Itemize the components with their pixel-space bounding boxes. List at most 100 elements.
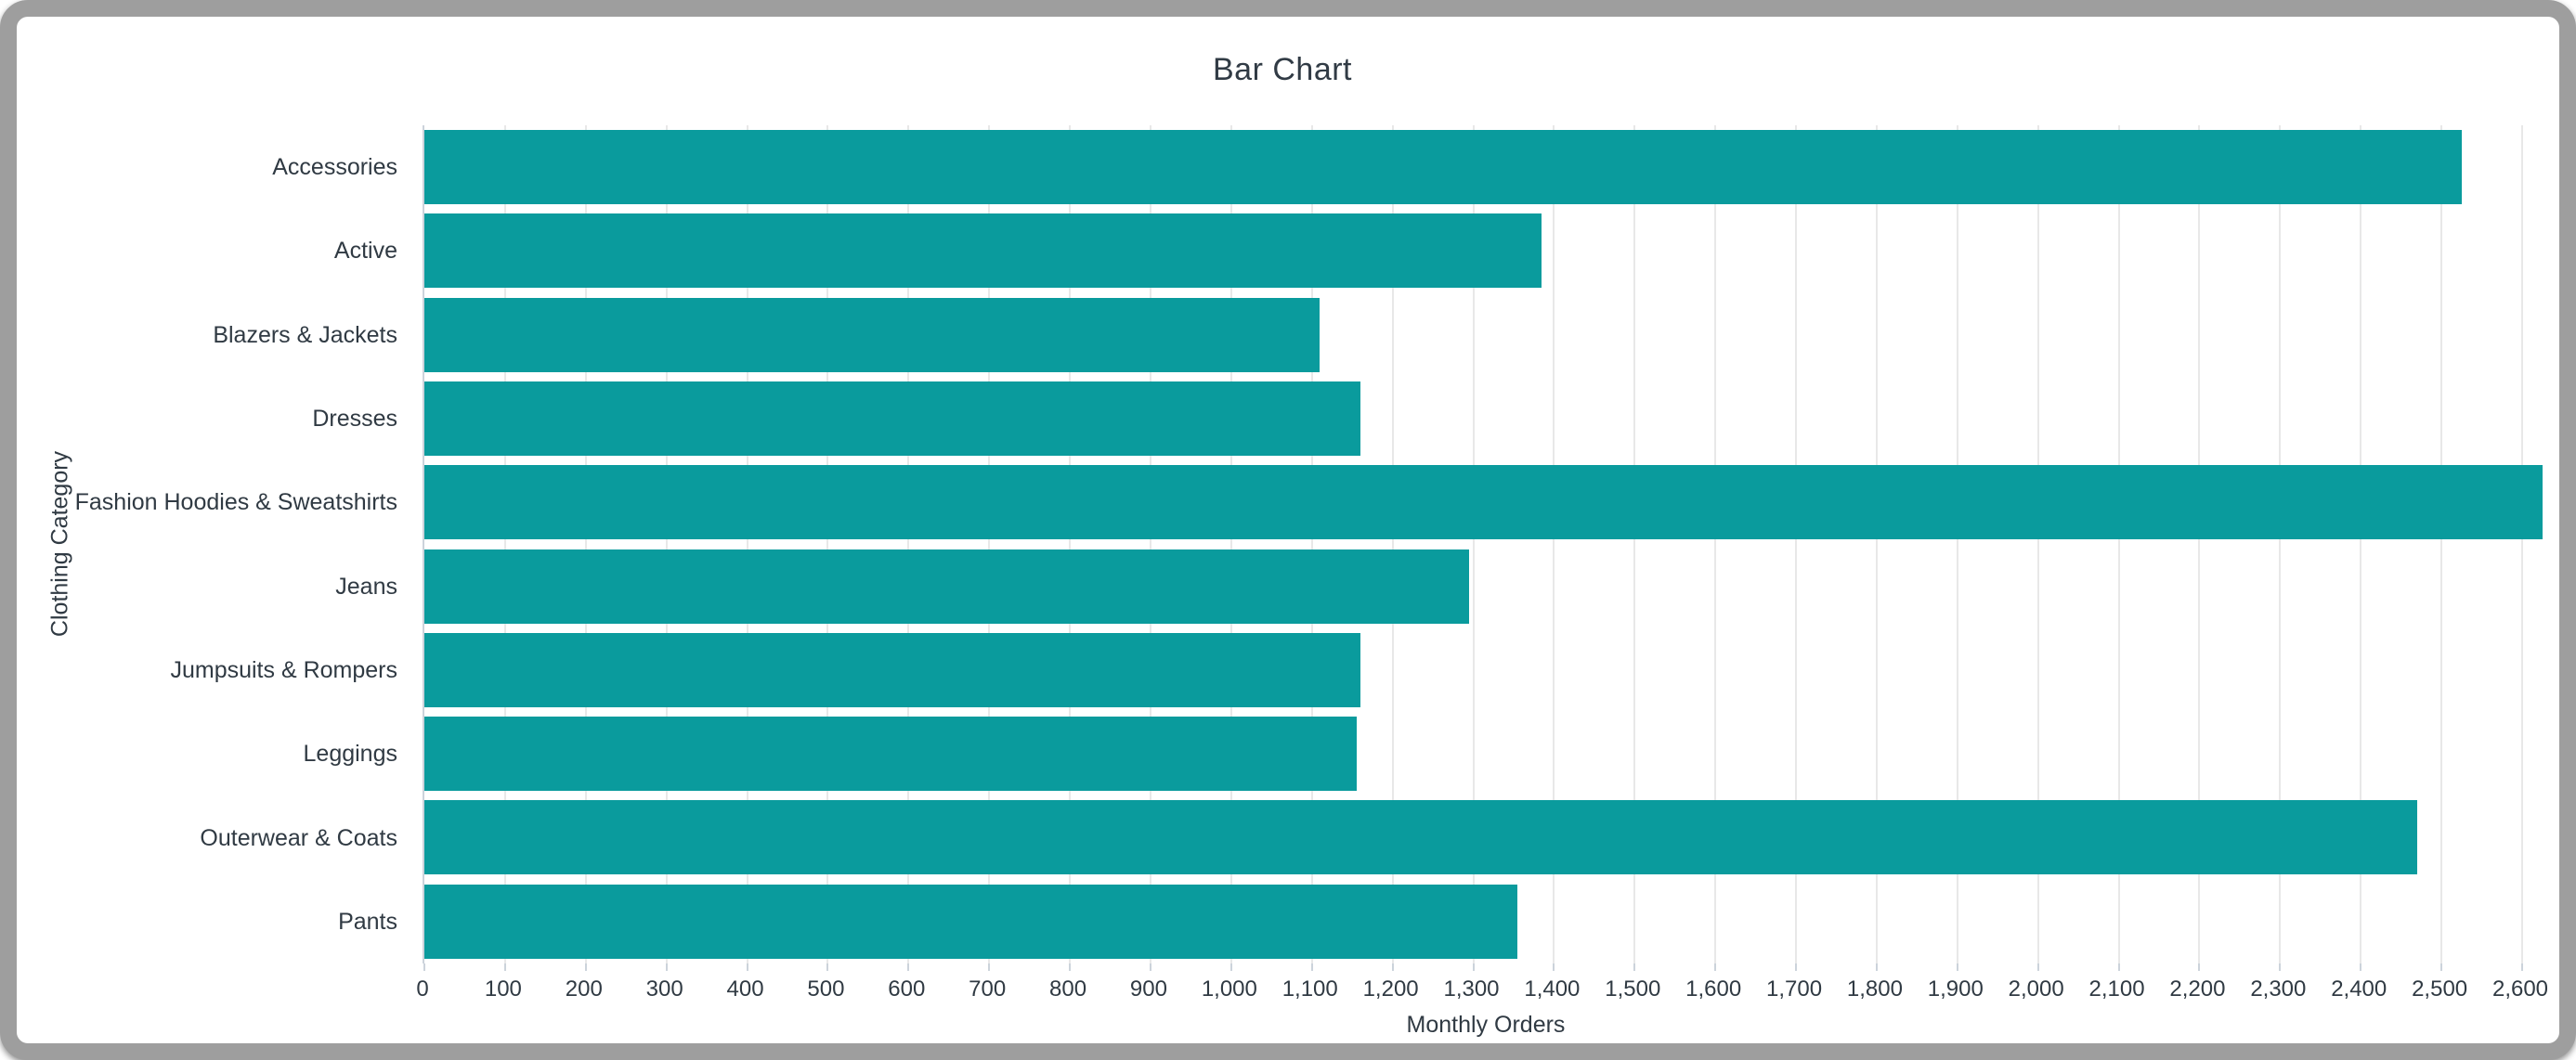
x-tick: [2279, 963, 2282, 971]
x-tick-label: 700: [969, 976, 1007, 1002]
x-gridline: [1069, 125, 1072, 963]
x-gridline: [1795, 125, 1798, 963]
x-gridline: [1956, 125, 1958, 963]
x-tick: [1391, 963, 1394, 971]
category-label: Pants: [338, 908, 397, 935]
x-tick-label: 2,300: [2250, 976, 2307, 1002]
x-tick: [2360, 963, 2362, 971]
x-gridline: [1229, 125, 1232, 963]
x-gridline: [665, 125, 668, 963]
x-tick-label: 200: [565, 976, 603, 1002]
x-tick: [1875, 963, 1878, 971]
x-gridline: [1310, 125, 1313, 963]
x-gridline: [2440, 125, 2443, 963]
x-tick: [2117, 963, 2120, 971]
x-tick-label: 1,500: [1605, 976, 1661, 1002]
category-label: Dresses: [312, 406, 397, 433]
x-axis-tick-labels: 0 100 200 300 400 500 600 700 800 900 1,000 1,100 1,…: [416, 976, 2549, 1004]
x-tick: [746, 963, 748, 971]
x-gridline: [1875, 125, 1878, 963]
x-tick-label: 2,500: [2412, 976, 2468, 1002]
x-tick-label: 100: [484, 976, 522, 1002]
bar-leggings: [424, 717, 1357, 792]
x-gridline: [1149, 125, 1151, 963]
x-tick: [2440, 963, 2443, 971]
x-gridline: [1472, 125, 1475, 963]
x-tick: [1956, 963, 1958, 971]
bar-blazers-jackets: [424, 297, 1321, 372]
x-tick: [423, 963, 425, 971]
category-label: Fashion Hoodies & Sweatshirts: [74, 489, 397, 516]
category-label: Blazers & Jackets: [213, 321, 397, 348]
x-tick-label: 1,600: [1685, 976, 1742, 1002]
x-tick: [503, 963, 506, 971]
x-tick-label: 300: [645, 976, 683, 1002]
x-tick-label: 1,200: [1362, 976, 1419, 1002]
bar-pants: [424, 884, 1518, 959]
bar-accessories: [424, 130, 2462, 204]
x-gridline: [1633, 125, 1636, 963]
y-axis-title: Clothing Category: [46, 450, 73, 638]
x-gridline: [2279, 125, 2282, 963]
x-tick: [826, 963, 829, 971]
x-tick-label: 2,000: [2008, 976, 2064, 1002]
x-tick: [584, 963, 587, 971]
x-gridline: [1391, 125, 1394, 963]
x-gridline: [988, 125, 991, 963]
category-label: Jumpsuits & Rompers: [170, 656, 397, 683]
x-gridline: [746, 125, 748, 963]
x-tick: [2198, 963, 2201, 971]
plot-area: [423, 125, 2551, 971]
bar-jeans: [424, 549, 1470, 624]
x-tick: [1795, 963, 1798, 971]
x-gridline: [2521, 125, 2523, 963]
x-tick-label: 1,400: [1524, 976, 1581, 1002]
x-gridline: [1553, 125, 1555, 963]
x-tick: [1310, 963, 1313, 971]
x-tick-label: 1,000: [1201, 976, 1257, 1002]
x-tick: [988, 963, 991, 971]
x-tick-label: 2,600: [2491, 976, 2549, 1002]
x-tick: [907, 963, 910, 971]
x-tick: [1229, 963, 1232, 971]
bar-active: [424, 213, 1542, 289]
x-tick: [665, 963, 668, 971]
x-tick: [1149, 963, 1151, 971]
x-gridline: [1714, 125, 1717, 963]
x-tick-label: 2,400: [2331, 976, 2387, 1002]
x-gridline: [503, 125, 506, 963]
bar-fashion-hoodies-sweatshirts: [424, 465, 2543, 540]
x-gridline: [907, 125, 910, 963]
bar-dresses: [424, 381, 1360, 456]
x-tick-label: 800: [1049, 976, 1087, 1002]
x-tick-label: 1,700: [1766, 976, 1823, 1002]
x-tick-label: 1,800: [1846, 976, 1903, 1002]
x-tick-label: 2,200: [2169, 976, 2226, 1002]
y-axis-category-labels: Accessories Active Blazers & Jackets Dresse…: [17, 125, 397, 963]
x-gridline: [2360, 125, 2362, 963]
category-label: Accessories: [272, 154, 397, 181]
x-gridline: [584, 125, 587, 963]
x-tick: [1714, 963, 1717, 971]
category-label: Active: [333, 238, 397, 265]
x-tick-label: 1,100: [1281, 976, 1338, 1002]
x-tick-label: 1,300: [1443, 976, 1500, 1002]
x-tick-label: 0: [416, 976, 429, 1002]
x-tick-label: 400: [726, 976, 764, 1002]
x-tick: [2521, 963, 2523, 971]
x-tick-label: 900: [1129, 976, 1167, 1002]
x-tick: [1553, 963, 1555, 971]
x-tick-label: 600: [888, 976, 926, 1002]
x-tick: [2036, 963, 2039, 971]
x-gridline: [2117, 125, 2120, 963]
bar-outerwear-coats: [424, 800, 2418, 875]
x-axis-title: Monthly Orders: [1406, 1012, 1566, 1038]
x-tick-label: 2,100: [2088, 976, 2145, 1002]
x-gridline: [826, 125, 829, 963]
x-gridline: [2036, 125, 2039, 963]
x-tick-label: 500: [807, 976, 845, 1002]
category-label: Leggings: [303, 741, 397, 768]
x-gridline: [2198, 125, 2201, 963]
chart-title: Bar Chart: [1213, 52, 1352, 87]
